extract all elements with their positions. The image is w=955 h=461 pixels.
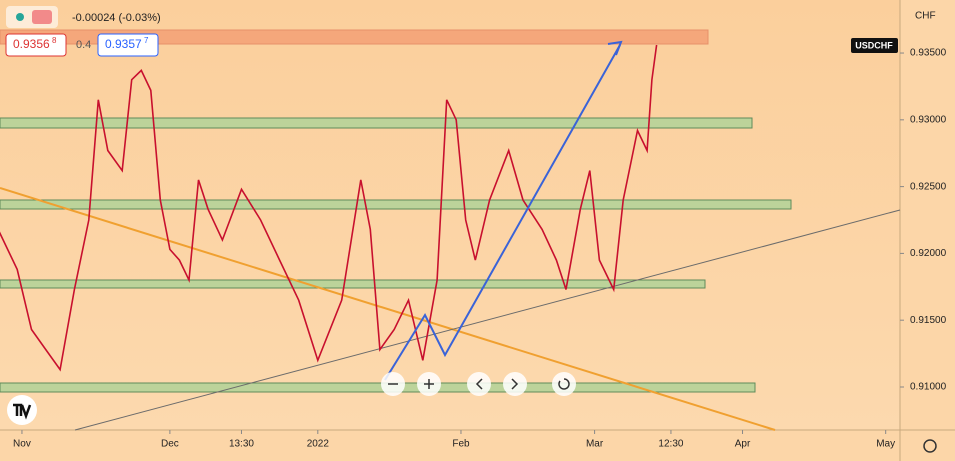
x-tick-label: May (876, 439, 895, 450)
support-zone (0, 199, 792, 210)
resistance-zone (0, 29, 709, 45)
settings[interactable] (923, 439, 937, 453)
y-tick-label: 0.93000 (910, 114, 947, 125)
x-tick-label: Feb (452, 439, 470, 450)
y-tick-label: 0.93500 (910, 48, 947, 59)
support-zone (0, 279, 706, 289)
status-dot (16, 13, 24, 21)
y-tick-label: 0.92500 (910, 181, 947, 192)
scroll-left[interactable] (467, 372, 491, 396)
zoom-controls (381, 372, 576, 396)
support-zone (0, 382, 756, 393)
x-tick-label: 12:30 (658, 439, 683, 450)
x-tick-label: 2022 (307, 439, 330, 450)
x-tick-label: Dec (161, 439, 179, 450)
status-badge (32, 10, 52, 24)
icon (424, 379, 434, 389)
x-tick-label: Mar (586, 439, 604, 450)
y-tick-label: 0.91000 (910, 382, 947, 393)
sell-price-sup: 8 (52, 36, 57, 45)
symbol-label: USDCHF (855, 40, 893, 50)
symbol-tag (851, 38, 898, 53)
scroll-right[interactable] (503, 372, 527, 396)
trend-line (0, 187, 776, 431)
sell-button[interactable] (5, 33, 67, 57)
sell-price: 0.9356 (13, 37, 50, 51)
price-axis (900, 0, 955, 461)
logo-mark (13, 403, 32, 420)
arrow-head (607, 40, 623, 56)
icon (511, 378, 519, 390)
icon (558, 378, 570, 390)
spread: 0.4 (76, 39, 91, 51)
buy-price-sup: 7 (144, 36, 149, 45)
x-tick-label: Nov (13, 439, 31, 450)
y-tick-label: 0.92000 (910, 248, 947, 259)
projection-arrow (384, 44, 621, 381)
buy-price: 0.9357 (105, 37, 142, 51)
x-tick-label: 13:30 (229, 439, 254, 450)
x-tick-label: Apr (735, 439, 751, 450)
support-zone (0, 117, 753, 129)
time-axis (0, 430, 900, 461)
buy-button[interactable] (97, 33, 159, 57)
plot-area (0, 0, 900, 430)
price-change: -0.00024 (-0.03%) (72, 12, 161, 24)
icon (475, 378, 483, 390)
currency-menu[interactable]: CHF (915, 11, 936, 22)
y-tick-label: 0.91500 (910, 315, 947, 326)
price-line (0, 44, 658, 372)
reset[interactable] (552, 372, 576, 396)
trend-line (74, 209, 901, 431)
